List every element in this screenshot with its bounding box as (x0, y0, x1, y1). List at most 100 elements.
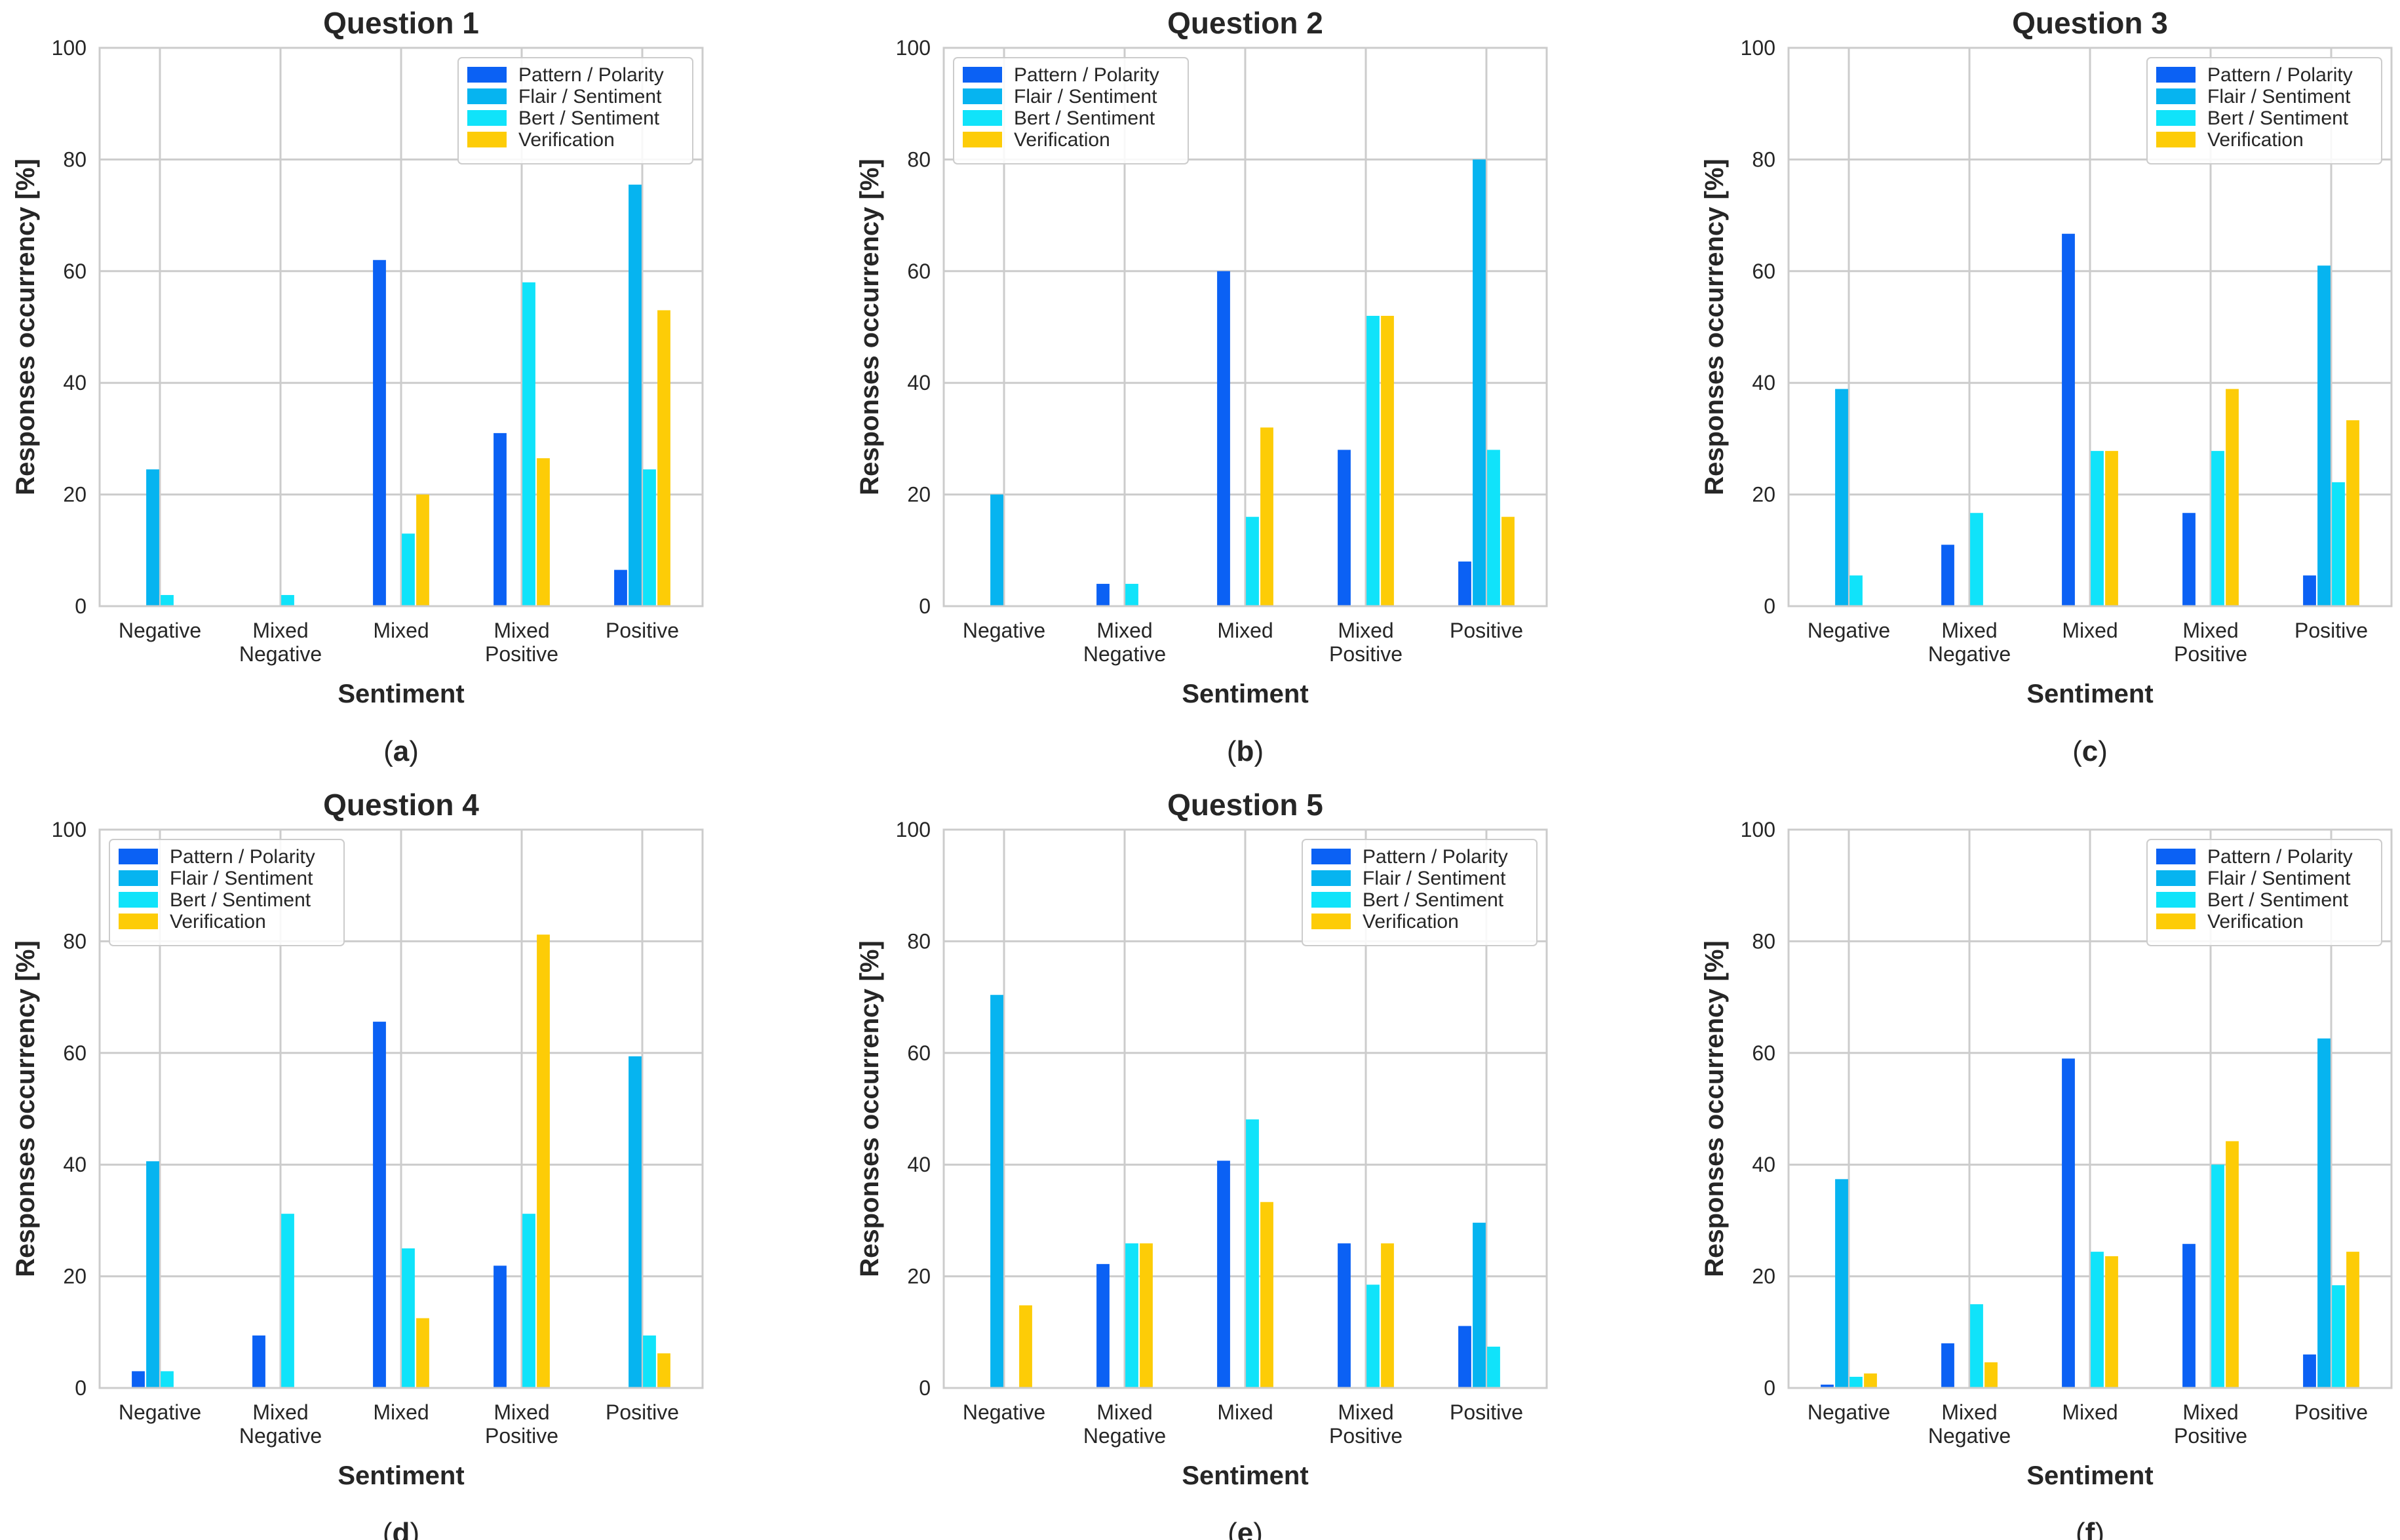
bar-flair-sentiment-0 (1835, 389, 1848, 606)
bar-verification-2 (2105, 1256, 2118, 1388)
bar-verification-2 (1260, 427, 1273, 606)
legend-swatch (963, 132, 1002, 147)
x-tick-label: Positive (606, 1400, 679, 1424)
y-axis-label: Responses occurrency [%] (1700, 159, 1729, 495)
legend-label: Flair / Sentiment (1014, 86, 1157, 107)
bar-verification-3 (2226, 389, 2239, 606)
x-tick-label: Mixed (2062, 1400, 2118, 1424)
legend-swatch (1311, 870, 1351, 886)
x-tick-label: Positive (606, 619, 679, 642)
x-tick-label: Mixed (1338, 619, 1393, 642)
legend-label: Pattern / Polarity (2207, 64, 2353, 86)
y-tick-label: 20 (1752, 483, 1775, 507)
y-tick-label: 40 (63, 1153, 87, 1176)
x-tick-label: Mixed (1338, 1400, 1393, 1424)
legend-swatch (1311, 849, 1351, 864)
y-tick-label: 0 (1764, 594, 1775, 618)
y-tick-label: 40 (63, 371, 87, 395)
legend-box (953, 57, 1189, 164)
bar-verification-3 (1381, 1243, 1394, 1388)
panel-caption: (e) (1228, 1517, 1263, 1540)
bar-pattern-polarity-4 (2303, 1354, 2316, 1388)
bar-bert-sentiment-2 (1246, 516, 1259, 606)
y-axis-label: Responses occurrency [%] (11, 940, 40, 1277)
legend-swatch (1311, 892, 1351, 908)
x-tick-label: Positive (2174, 1424, 2247, 1448)
y-tick-label: 20 (907, 483, 931, 507)
legend-box (109, 839, 345, 946)
bar-verification-2 (2105, 451, 2118, 606)
bar-flair-sentiment-0 (146, 1161, 159, 1388)
bar-bert-sentiment-2 (1246, 1119, 1259, 1388)
y-tick-label: 80 (907, 147, 931, 171)
bar-verification-4 (1501, 516, 1515, 606)
bar-verification-1 (1984, 1362, 1998, 1388)
y-tick-label: 60 (63, 260, 87, 283)
bar-bert-sentiment-4 (643, 469, 656, 606)
bar-bert-sentiment-3 (522, 1214, 535, 1388)
bar-pattern-polarity-3 (2182, 512, 2196, 606)
legend-swatch (2156, 914, 2196, 929)
legend-swatch (2156, 849, 2196, 864)
legend-label: Verification (518, 129, 615, 151)
bar-verification-2 (416, 494, 429, 606)
legend-label: Bert / Sentiment (2207, 107, 2349, 129)
x-tick-label: Mixed (2062, 619, 2118, 642)
bar-pattern-polarity-3 (2182, 1244, 2196, 1388)
bar-pattern-polarity-4 (614, 569, 627, 606)
legend-swatch (2156, 870, 2196, 886)
x-tick-label: Negative (119, 1400, 201, 1424)
y-tick-label: 20 (907, 1265, 931, 1288)
bar-pattern-polarity-3 (1338, 450, 1351, 606)
chart-title: Question 4 (323, 788, 479, 822)
x-tick-label: Mixed (1941, 1400, 1997, 1424)
bar-bert-sentiment-1 (281, 594, 294, 606)
bar-bert-sentiment-4 (1487, 450, 1500, 606)
x-tick-label: Mixed (252, 1400, 308, 1424)
x-tick-label: Positive (1329, 1424, 1403, 1448)
y-tick-label: 60 (63, 1041, 87, 1065)
legend-box (457, 57, 693, 164)
y-tick-label: 0 (75, 594, 87, 618)
legend-swatch (119, 914, 158, 929)
x-tick-label: Negative (1083, 642, 1166, 666)
bar-pattern-polarity-2 (1217, 271, 1230, 606)
legend-label: Verification (1014, 129, 1110, 151)
bar-bert-sentiment-1 (1125, 583, 1138, 606)
legend-swatch (963, 88, 1002, 104)
bar-pattern-polarity-1 (1096, 1263, 1110, 1388)
x-tick-label: Negative (239, 1424, 322, 1448)
legend-label: Verification (170, 911, 266, 933)
chart-title: Question 2 (1167, 6, 1323, 40)
legend-label: Pattern / Polarity (1014, 64, 1159, 86)
bar-bert-sentiment-4 (643, 1335, 656, 1388)
bar-flair-sentiment-0 (146, 469, 159, 606)
legend-label: Pattern / Polarity (518, 64, 664, 86)
bar-flair-sentiment-0 (1835, 1179, 1848, 1388)
legend-swatch (119, 849, 158, 864)
y-tick-label: 60 (1752, 1041, 1775, 1065)
bar-bert-sentiment-0 (1849, 575, 1863, 606)
bar-bert-sentiment-1 (1970, 1304, 1983, 1388)
x-tick-label: Negative (1083, 1424, 1166, 1448)
y-tick-label: 80 (1752, 929, 1775, 953)
x-tick-label: Mixed (1217, 619, 1273, 642)
bar-pattern-polarity-1 (1096, 583, 1110, 606)
legend-label: Pattern / Polarity (2207, 846, 2353, 868)
x-tick-label: Positive (485, 1424, 558, 1448)
x-tick-label: Positive (2294, 1400, 2368, 1424)
x-tick-label: Negative (119, 619, 201, 642)
legend-box (1302, 839, 1538, 946)
bar-bert-sentiment-4 (2332, 1285, 2345, 1388)
chart-title: Question 1 (323, 6, 479, 40)
legend-label: Verification (1363, 911, 1459, 933)
legend-swatch (119, 870, 158, 886)
